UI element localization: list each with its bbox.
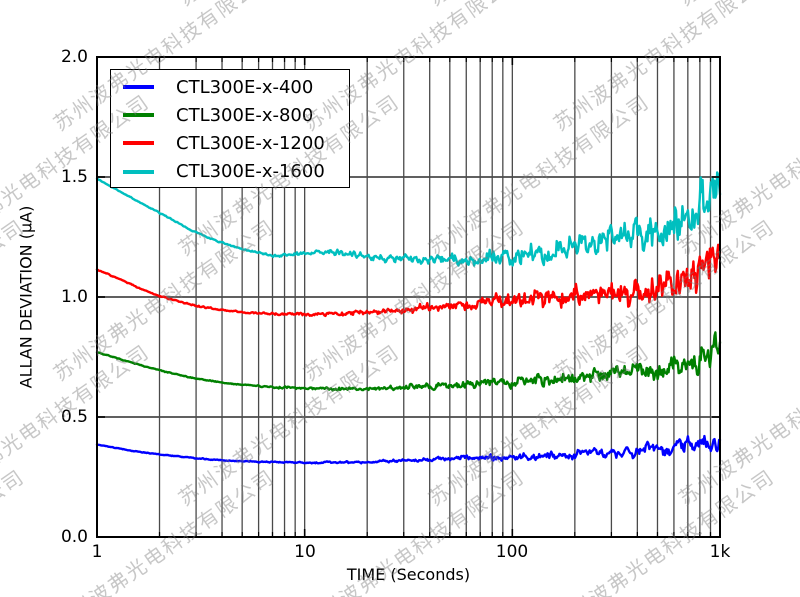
y-tick-0.5: 0.5: [60, 407, 88, 427]
legend: CTL300E-x-400 CTL300E-x-800 CTL300E-x-12…: [110, 69, 350, 188]
legend-label-800: CTL300E-x-800: [176, 104, 314, 126]
legend-swatch-800: [123, 113, 154, 118]
legend-item-1200: CTL300E-x-1200: [111, 129, 349, 157]
tick-marks: [96, 56, 721, 538]
legend-item-400: CTL300E-x-400: [111, 73, 349, 101]
y-tick-2.0: 2.0: [60, 47, 88, 67]
legend-swatch-1600: [123, 169, 154, 174]
legend-item-800: CTL300E-x-800: [111, 101, 349, 129]
legend-label-1600: CTL300E-x-1600: [176, 161, 325, 183]
legend-swatch-400: [123, 85, 154, 90]
series-lines: [95, 171, 722, 465]
legend-label-1200: CTL300E-x-1200: [176, 132, 325, 154]
legend-label-400: CTL300E-x-400: [176, 76, 314, 98]
legend-item-1600: CTL300E-x-1600: [111, 158, 349, 186]
y-tick-0.0: 0.0: [60, 527, 88, 547]
y-tick-1.5: 1.5: [60, 167, 88, 187]
x-tick-100: 100: [495, 542, 529, 562]
x-tick-1k: 1k: [709, 542, 731, 562]
x-axis-label: TIME (Seconds): [346, 565, 471, 584]
x-tick-10: 10: [294, 542, 316, 562]
y-tick-1.0: 1.0: [60, 287, 88, 307]
legend-swatch-1200: [123, 141, 154, 146]
x-tick-1: 1: [91, 542, 103, 562]
